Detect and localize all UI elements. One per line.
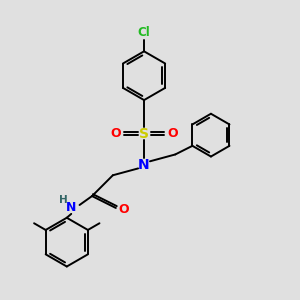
- Text: H: H: [58, 195, 67, 205]
- Text: N: N: [66, 202, 76, 214]
- Text: N: N: [138, 158, 150, 172]
- Text: O: O: [110, 127, 121, 140]
- Text: O: O: [118, 203, 128, 216]
- Text: S: S: [139, 127, 149, 141]
- Text: Cl: Cl: [138, 26, 150, 39]
- Text: O: O: [167, 127, 178, 140]
